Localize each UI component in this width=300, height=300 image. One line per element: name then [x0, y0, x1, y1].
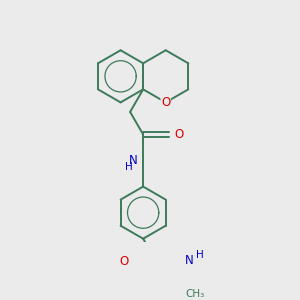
- Text: O: O: [161, 96, 170, 109]
- Text: H: H: [196, 250, 204, 260]
- Text: N: N: [185, 254, 194, 266]
- Text: N: N: [129, 154, 138, 167]
- Text: O: O: [120, 255, 129, 268]
- Text: CH₃: CH₃: [186, 289, 205, 299]
- Text: H: H: [124, 162, 132, 172]
- Text: O: O: [174, 128, 184, 141]
